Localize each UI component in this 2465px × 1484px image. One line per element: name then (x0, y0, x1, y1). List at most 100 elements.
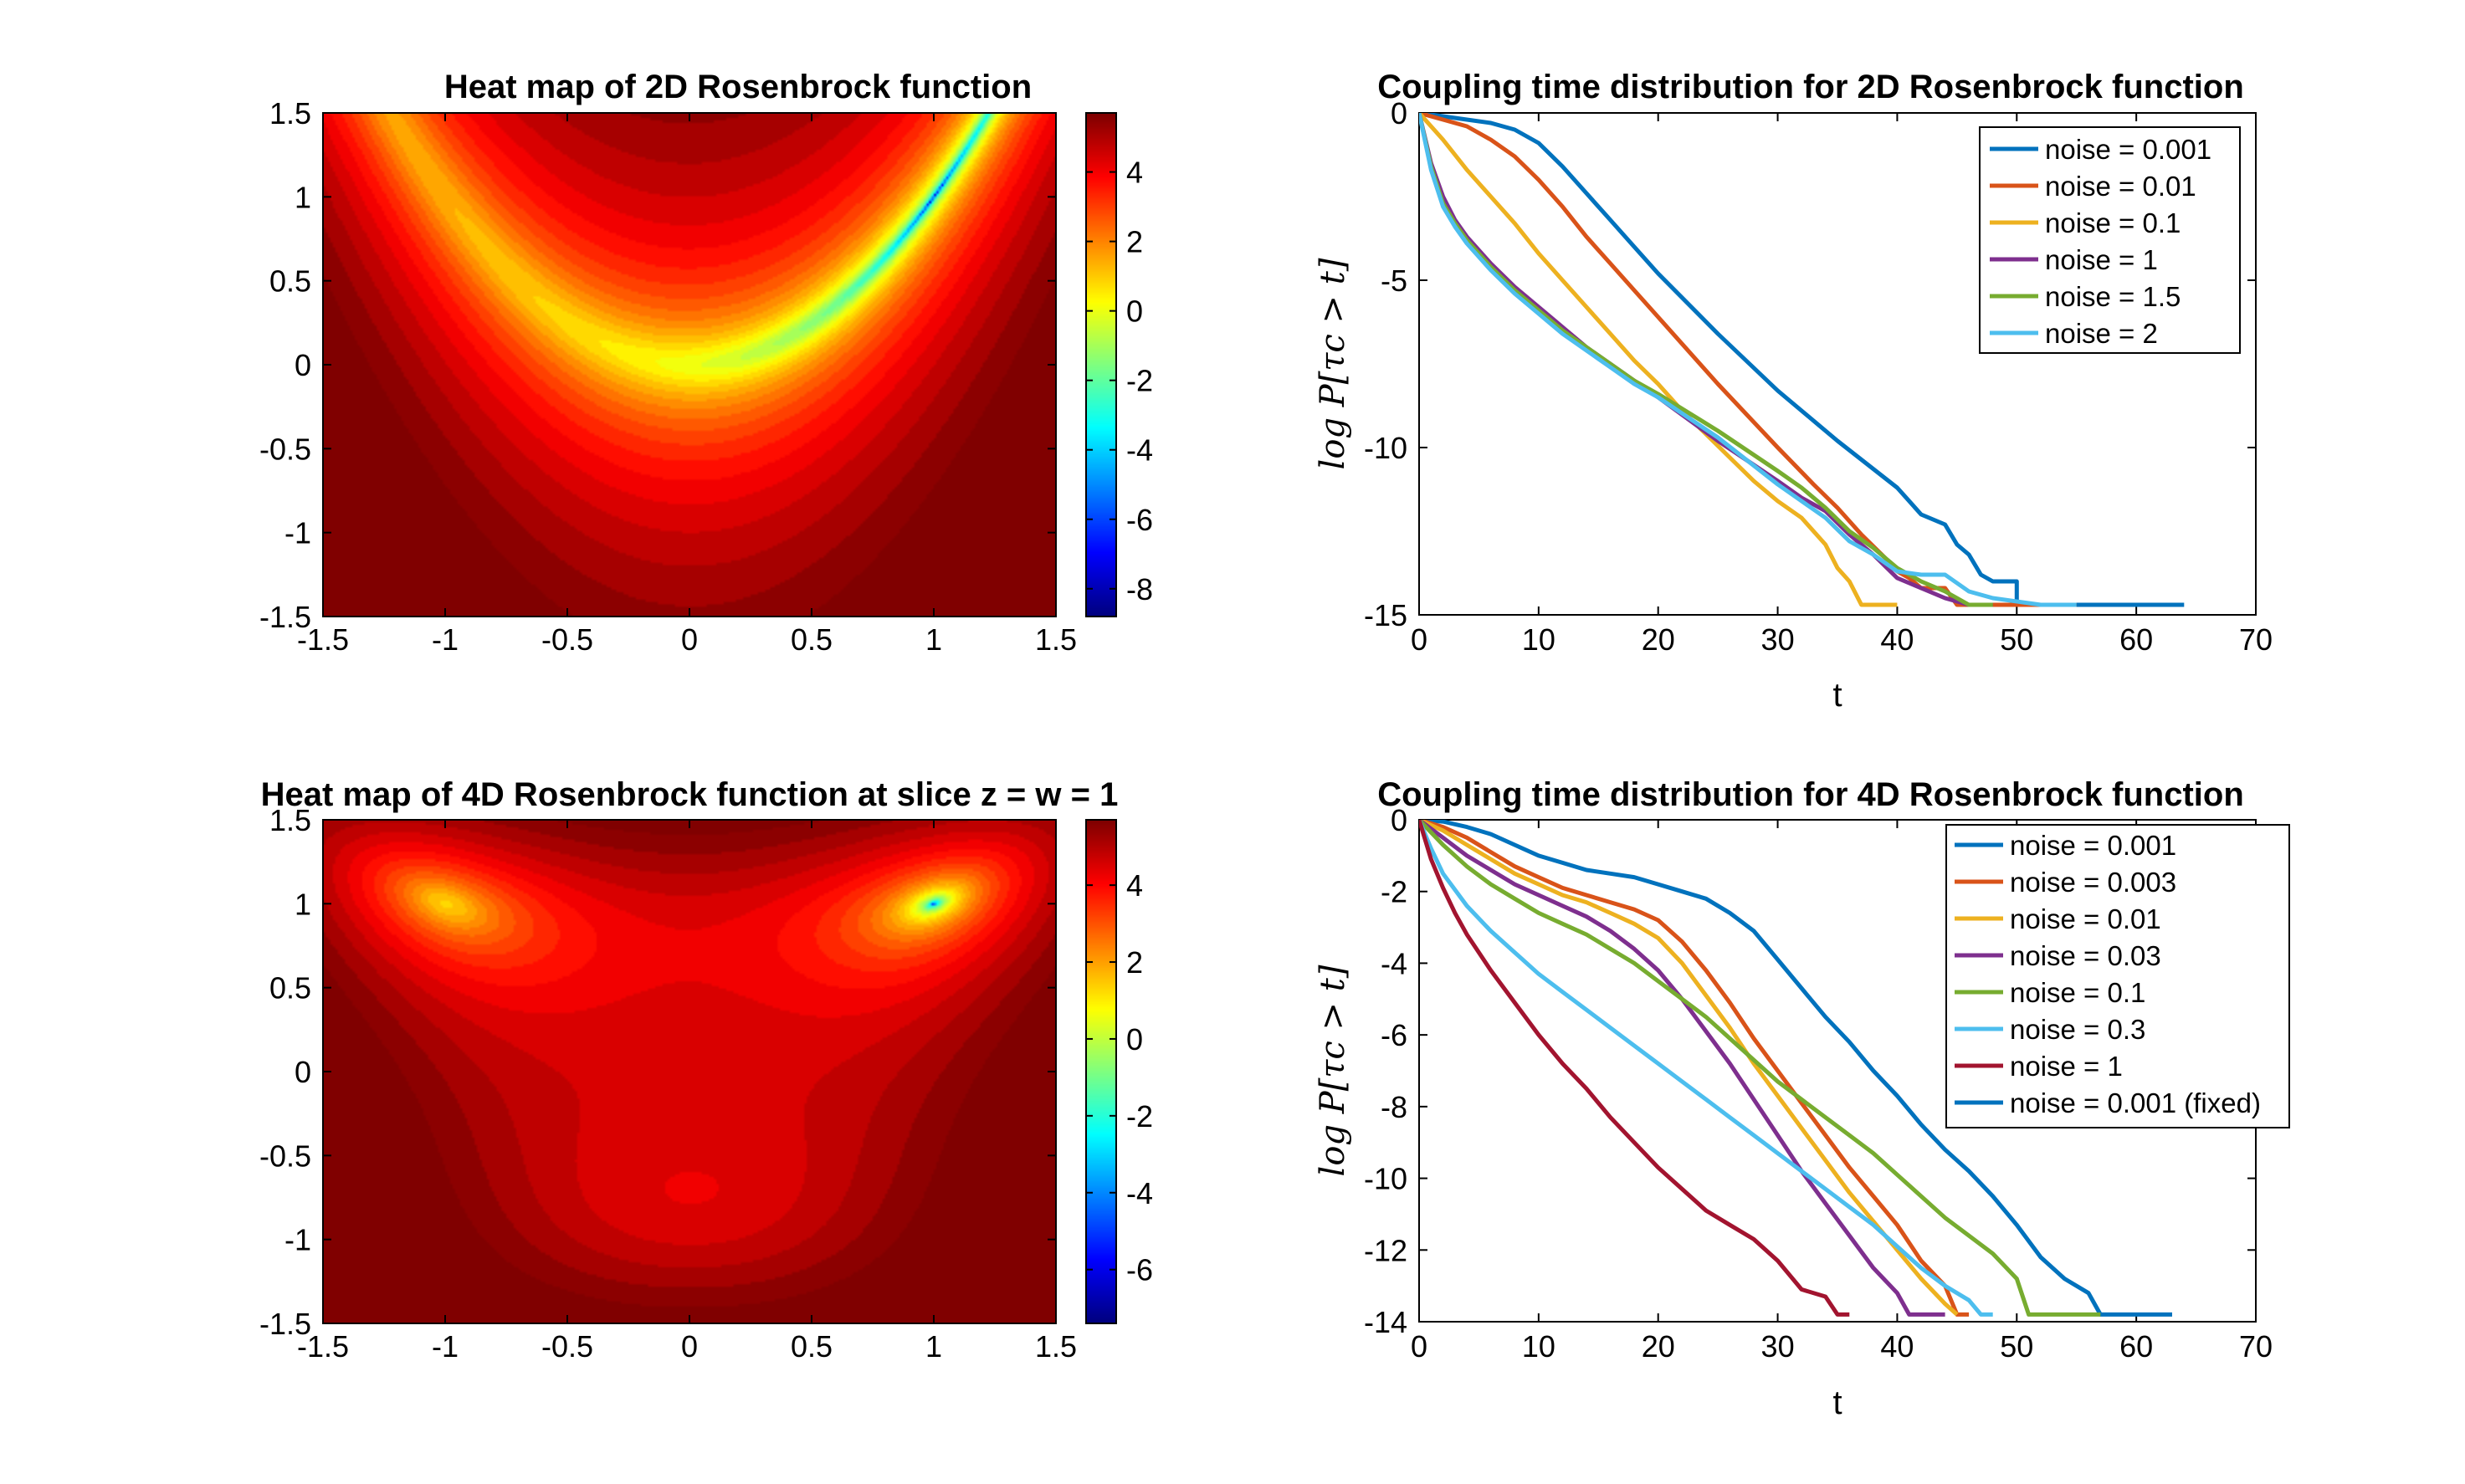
coupling-4d-legend-box (1945, 824, 2290, 1128)
coupling-2d-y-label: log P[τc > t] (1314, 258, 1352, 469)
series-line-1 (1419, 820, 2172, 1317)
legend-label: noise = 0.1 (2010, 977, 2145, 1008)
legend-label: noise = 2 (2045, 318, 2158, 349)
y-tick-label: 0 (295, 348, 311, 382)
coupling-2d-legend-box (1979, 126, 2241, 354)
y-tick-label: -10 (1364, 1162, 1407, 1196)
coupling-4d-y-label: log P[τc > t] (1314, 965, 1352, 1176)
y-tick-label: 1.5 (269, 803, 311, 837)
coupling-4d-x-ticks: 0 10 20 30 40 50 60 70 (1411, 820, 2273, 1364)
x-tick-label: -1.5 (297, 622, 349, 657)
x-tick-label: 20 (1642, 622, 1675, 657)
y-tick-label: -5 (1381, 264, 1407, 298)
y-tick-label: 0.5 (269, 971, 311, 1006)
colorbar-tick-label: -4 (1126, 433, 1153, 468)
legend-label: noise = 0.01 (2045, 171, 2196, 202)
heatmap-4d-y-ticks: 1.5 1 0.5 0 -0.5 -1 -1.5 (259, 803, 1056, 1341)
coupling-4d-panel: Coupling time distribution for 4D Rosenb… (1314, 776, 2290, 1421)
x-tick-label: 40 (1880, 1329, 1914, 1364)
legend-label: noise = 0.1 (2045, 207, 2181, 238)
x-tick-label: 1 (925, 622, 942, 657)
y-tick-label: 0.5 (269, 264, 311, 299)
series-line-4 (1419, 820, 1945, 1317)
series-line-6 (1419, 113, 2077, 607)
colorbar-tick-label: 2 (1126, 945, 1143, 980)
heatmap-4d-colorbar-ticks: 4 2 0 -2 -4 -6 (1086, 868, 1153, 1287)
colorbar-tick-label: 0 (1126, 1022, 1143, 1057)
coupling-2d-legend: noise = 0.001 noise = 0.01 noise = 0.1 nois… (1979, 126, 2241, 354)
series-line-7 (1419, 820, 1850, 1317)
legend-label: noise = 0.003 (2010, 867, 2176, 898)
y-tick-label: -15 (1364, 598, 1407, 632)
coupling-2d-title: Coupling time distribution for 2D Rosenb… (1377, 69, 2244, 105)
x-tick-label: 10 (1522, 1329, 1555, 1364)
colorbar-tick-label: -2 (1126, 364, 1153, 398)
x-tick-label: 1 (925, 1329, 942, 1364)
heatmap-4d-panel: Heat map of 4D Rosenbrock function at sl… (259, 776, 1153, 1364)
x-tick-label: 50 (2000, 1329, 2033, 1364)
y-tick-label: -1.5 (259, 1307, 311, 1341)
x-tick-label: 30 (1761, 622, 1795, 657)
y-tick-label: 1 (295, 887, 311, 921)
x-tick-label: 60 (2119, 622, 2153, 657)
heatmap-2d-colorbar-ticks: 4 2 0 -2 -4 -6 -8 (1086, 156, 1153, 606)
coupling-2d-y-ticks: 0 -5 -10 -15 (1364, 96, 2256, 632)
coupling-4d-legend: noise = 0.001 noise = 0.003 noise = 0.01 no… (1945, 824, 2290, 1128)
y-tick-label: -4 (1381, 946, 1407, 980)
heatmap-2d-colorbar-frame (1085, 112, 1117, 617)
series-line-2 (1419, 820, 1970, 1317)
legend-label: noise = 1 (2010, 1051, 2123, 1082)
heatmap-4d-image (323, 820, 1056, 1323)
colorbar-tick-label: -6 (1126, 503, 1153, 537)
colorbar-tick-label: 4 (1126, 868, 1143, 903)
legend-label: noise = 1.5 (2045, 281, 2181, 312)
coupling-4d-y-ticks: 0 -2 -4 -6 -8 -10 -12 -14 (1364, 803, 2256, 1339)
x-tick-label: 0 (1411, 1329, 1427, 1364)
series-line-5 (1419, 820, 2101, 1317)
legend-label: noise = 0.001 (fixed) (2010, 1087, 2261, 1118)
y-tick-label: 0 (295, 1055, 311, 1089)
y-tick-label: -1 (284, 1223, 311, 1257)
heatmap-2d-colorbar (1086, 113, 1116, 617)
y-tick-label: -2 (1381, 875, 1407, 909)
colorbar-tick-label: -8 (1126, 572, 1153, 606)
y-tick-label: -0.5 (259, 1139, 311, 1173)
y-tick-label: -12 (1364, 1233, 1407, 1267)
y-tick-label: 1.5 (269, 96, 311, 130)
x-tick-label: 30 (1761, 1329, 1795, 1364)
y-tick-label: -1.5 (259, 600, 311, 634)
y-tick-label: 1 (295, 180, 311, 214)
colorbar-tick-label: 4 (1126, 156, 1143, 190)
coupling-2d-x-ticks: 0 10 20 30 40 50 60 70 (1411, 113, 2273, 657)
x-tick-label: 0 (681, 1329, 698, 1364)
heatmap-4d-colorbar-frame (1085, 819, 1117, 1324)
coupling-4d-x-label: t (1832, 1384, 1842, 1421)
coupling-2d-series (1419, 113, 2185, 607)
heatmap-2d-title: Heat map of 2D Rosenbrock function (444, 69, 1032, 105)
series-line-1 (1419, 113, 2185, 607)
x-tick-label: 20 (1642, 1329, 1675, 1364)
colorbar-tick-label: -2 (1126, 1099, 1153, 1133)
coupling-2d-x-label: t (1832, 677, 1842, 714)
heatmap-2d-x-ticks: -1.5 -1 -0.5 0 0.5 1 1.5 (297, 113, 1077, 657)
coupling-2d-panel: Coupling time distribution for 2D Rosenb… (1314, 69, 2273, 714)
heatmap-4d-x-ticks: -1.5 -1 -0.5 0 0.5 1 1.5 (297, 820, 1077, 1364)
x-tick-label: 0.5 (791, 1329, 833, 1364)
legend-label: noise = 0.03 (2010, 940, 2161, 971)
legend-label: noise = 1 (2045, 244, 2158, 275)
x-tick-label: 50 (2000, 622, 2033, 657)
y-tick-label: -10 (1364, 431, 1407, 465)
coupling-4d-series (1419, 820, 2172, 1317)
x-tick-label: 1.5 (1035, 1329, 1077, 1364)
x-tick-label: 0 (1411, 622, 1427, 657)
x-tick-label: -1 (432, 622, 459, 657)
legend-label: noise = 0.001 (2045, 134, 2211, 165)
heatmap-4d-title: Heat map of 4D Rosenbrock function at sl… (261, 776, 1119, 813)
y-tick-label: 0 (1391, 96, 1407, 130)
series-line-6 (1419, 820, 1993, 1317)
y-tick-label: -0.5 (259, 432, 311, 466)
x-tick-label: 40 (1880, 622, 1914, 657)
y-tick-label: -8 (1381, 1090, 1407, 1124)
legend-label: noise = 0.01 (2010, 903, 2161, 934)
x-tick-label: -1.5 (297, 1329, 349, 1364)
